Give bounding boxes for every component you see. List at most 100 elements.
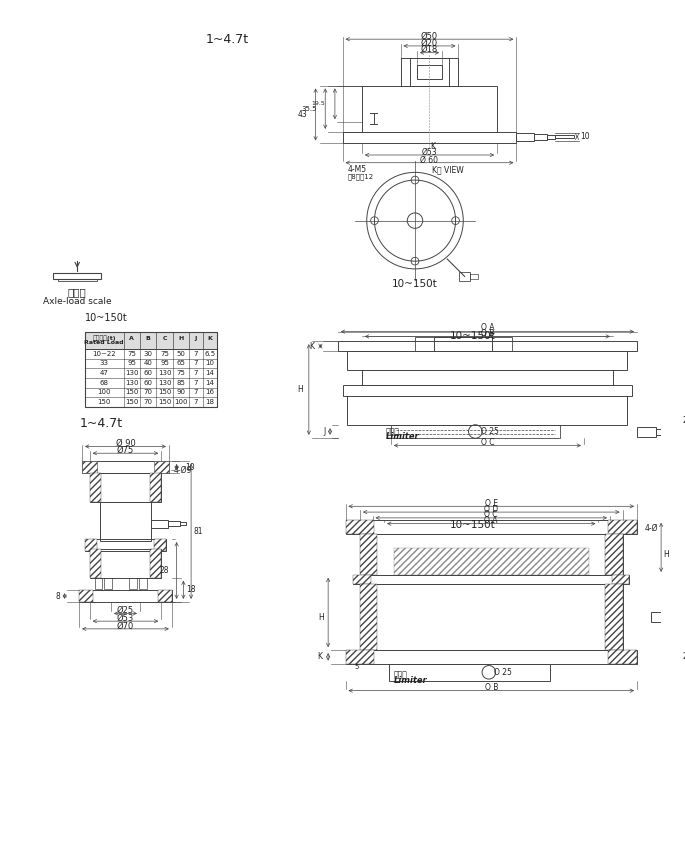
Text: O C: O C bbox=[481, 438, 494, 447]
Text: O D: O D bbox=[484, 505, 498, 513]
Bar bbox=[53, 273, 101, 279]
Bar bbox=[605, 534, 623, 575]
Text: 額定載荷(t): 額定載荷(t) bbox=[92, 336, 116, 341]
Text: 75: 75 bbox=[127, 350, 136, 356]
Text: 7: 7 bbox=[194, 399, 198, 405]
Text: O B: O B bbox=[484, 683, 498, 692]
Bar bbox=[85, 539, 166, 551]
Text: H: H bbox=[663, 550, 669, 559]
Bar bbox=[85, 331, 217, 349]
Bar bbox=[637, 427, 656, 437]
Text: K: K bbox=[430, 142, 435, 151]
Bar bbox=[401, 59, 458, 85]
Bar bbox=[362, 85, 497, 132]
Text: 35.5: 35.5 bbox=[301, 105, 316, 111]
Bar bbox=[139, 577, 147, 589]
Bar bbox=[410, 59, 449, 85]
Bar bbox=[85, 331, 217, 406]
Bar bbox=[82, 461, 97, 474]
Bar bbox=[434, 337, 493, 351]
Bar bbox=[58, 279, 97, 281]
Text: 50: 50 bbox=[177, 350, 186, 356]
Text: 130: 130 bbox=[158, 370, 171, 376]
Text: H: H bbox=[319, 613, 324, 621]
Text: B: B bbox=[146, 336, 151, 341]
Text: 4-Ø: 4-Ø bbox=[645, 524, 658, 533]
Bar bbox=[534, 134, 547, 140]
Text: 20: 20 bbox=[682, 416, 685, 425]
Text: 20: 20 bbox=[682, 652, 685, 661]
Text: Axle-load scale: Axle-load scale bbox=[43, 297, 112, 306]
Text: Ø50: Ø50 bbox=[421, 32, 438, 41]
Bar bbox=[345, 520, 637, 534]
Bar bbox=[608, 520, 637, 534]
Bar bbox=[345, 520, 375, 534]
Text: 10~150t: 10~150t bbox=[85, 313, 127, 323]
Bar bbox=[104, 577, 112, 589]
Bar bbox=[670, 430, 677, 434]
Bar bbox=[347, 351, 627, 370]
Bar bbox=[677, 431, 685, 433]
Bar bbox=[389, 664, 550, 681]
Text: 95: 95 bbox=[127, 361, 136, 367]
Bar bbox=[612, 575, 630, 584]
Text: O 25: O 25 bbox=[495, 668, 512, 677]
Text: 150: 150 bbox=[158, 399, 171, 405]
Text: 150: 150 bbox=[158, 389, 171, 395]
Text: 10~150t: 10~150t bbox=[450, 331, 496, 342]
Text: 100: 100 bbox=[174, 399, 188, 405]
Text: 75: 75 bbox=[177, 370, 186, 376]
Text: 1~4.7t: 1~4.7t bbox=[79, 417, 123, 430]
Bar bbox=[168, 520, 179, 526]
Text: Ø18: Ø18 bbox=[421, 45, 438, 54]
Text: 150: 150 bbox=[97, 399, 111, 405]
Bar bbox=[342, 385, 632, 396]
Bar bbox=[149, 474, 161, 502]
Bar bbox=[149, 549, 161, 577]
Text: 4-Ø9: 4-Ø9 bbox=[174, 466, 192, 476]
Text: Ø 90: Ø 90 bbox=[116, 439, 136, 448]
Bar bbox=[90, 474, 161, 502]
Text: O B: O B bbox=[481, 329, 494, 338]
Text: 7: 7 bbox=[194, 389, 198, 395]
Text: 33: 33 bbox=[100, 361, 109, 367]
Text: O E: O E bbox=[485, 499, 498, 508]
Text: O C: O C bbox=[484, 511, 498, 520]
Text: 軸重秤: 軸重秤 bbox=[68, 287, 86, 297]
Text: K向 VIEW: K向 VIEW bbox=[432, 165, 464, 174]
Text: 40: 40 bbox=[144, 361, 153, 367]
Text: 47: 47 bbox=[100, 370, 109, 376]
Text: 10~150t: 10~150t bbox=[392, 280, 438, 289]
Bar bbox=[85, 539, 97, 551]
Bar bbox=[79, 590, 172, 602]
Bar bbox=[154, 461, 169, 474]
Bar bbox=[95, 577, 102, 589]
Text: O A: O A bbox=[481, 324, 494, 332]
Bar bbox=[353, 575, 371, 584]
Text: 30: 30 bbox=[144, 350, 153, 356]
Bar bbox=[605, 584, 623, 650]
Text: O A: O A bbox=[484, 516, 498, 526]
Bar bbox=[353, 575, 630, 584]
Text: 95: 95 bbox=[160, 361, 169, 367]
Text: 60: 60 bbox=[144, 370, 153, 376]
Text: 限位槽: 限位槽 bbox=[394, 671, 408, 680]
Text: 10: 10 bbox=[580, 132, 590, 142]
Text: 10: 10 bbox=[206, 361, 214, 367]
Text: K: K bbox=[208, 336, 212, 341]
Text: 16: 16 bbox=[206, 389, 214, 395]
Text: Ø25: Ø25 bbox=[117, 606, 134, 615]
Text: 28: 28 bbox=[160, 566, 169, 575]
Text: 150: 150 bbox=[125, 399, 138, 405]
Text: J: J bbox=[323, 427, 325, 436]
Text: 限位槽: 限位槽 bbox=[386, 427, 400, 437]
Bar bbox=[459, 272, 471, 281]
Bar bbox=[345, 650, 637, 664]
Text: Limiter: Limiter bbox=[394, 676, 427, 684]
Text: 60: 60 bbox=[144, 380, 153, 386]
Text: Ø20: Ø20 bbox=[421, 39, 438, 47]
Text: 7: 7 bbox=[194, 350, 198, 356]
Bar bbox=[345, 650, 375, 664]
Text: 10~22: 10~22 bbox=[92, 350, 116, 356]
Text: 70: 70 bbox=[144, 399, 153, 405]
